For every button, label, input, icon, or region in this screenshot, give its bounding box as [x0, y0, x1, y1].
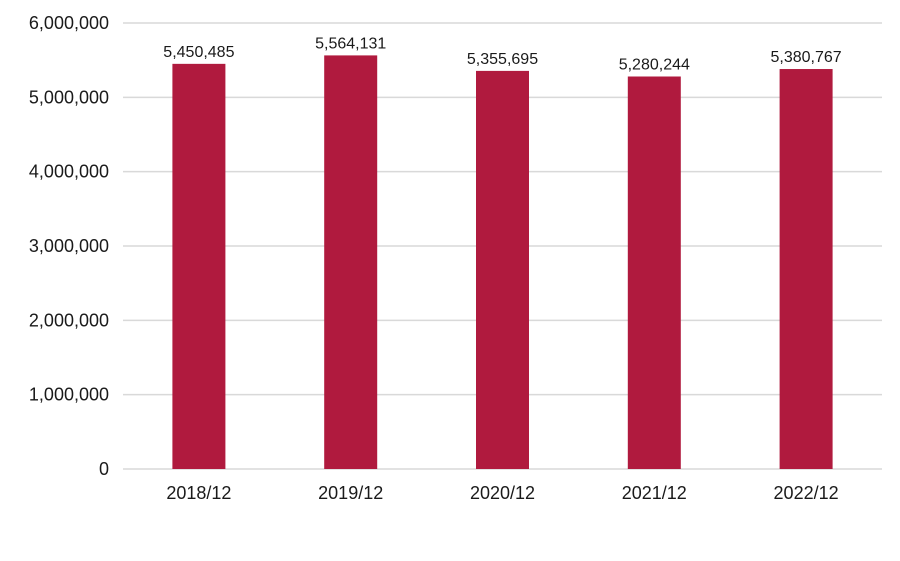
y-tick-label: 1,000,000 [29, 385, 109, 405]
y-tick-label: 0 [99, 459, 109, 479]
data-label: 5,355,695 [467, 51, 538, 68]
x-tick-label: 2020/12 [470, 483, 535, 503]
bar-2022-12 [779, 69, 833, 469]
y-tick-label: 6,000,000 [29, 13, 109, 33]
x-tick-label: 2019/12 [318, 483, 383, 503]
bar-2019-12 [324, 55, 378, 469]
data-label: 5,380,767 [771, 49, 842, 66]
bar-2020-12 [476, 70, 529, 469]
y-tick-label: 5,000,000 [29, 87, 109, 107]
data-label: 5,450,485 [163, 44, 234, 61]
y-axis-tick-labels: 0 1,000,000 2,000,000 3,000,000 4,000,000 5,0… [29, 13, 109, 479]
bar-2018-12 [172, 63, 226, 469]
data-label: 5,280,244 [619, 57, 690, 74]
x-tick-label: 2018/12 [166, 483, 231, 503]
bar-2021-12 [627, 76, 681, 469]
x-tick-label: 2022/12 [774, 483, 839, 503]
data-label: 5,564,131 [315, 35, 386, 52]
y-tick-label: 4,000,000 [29, 162, 109, 182]
y-tick-label: 3,000,000 [29, 236, 109, 256]
y-tick-label: 2,000,000 [29, 310, 109, 330]
x-tick-label: 2021/12 [622, 483, 687, 503]
x-axis-tick-labels: 2018/12 2019/12 2020/12 2021/12 2022/12 [166, 483, 838, 503]
bars [172, 55, 833, 469]
data-labels: 5,450,485 5,564,131 5,355,695 5,280,244 5,38… [163, 35, 841, 73]
